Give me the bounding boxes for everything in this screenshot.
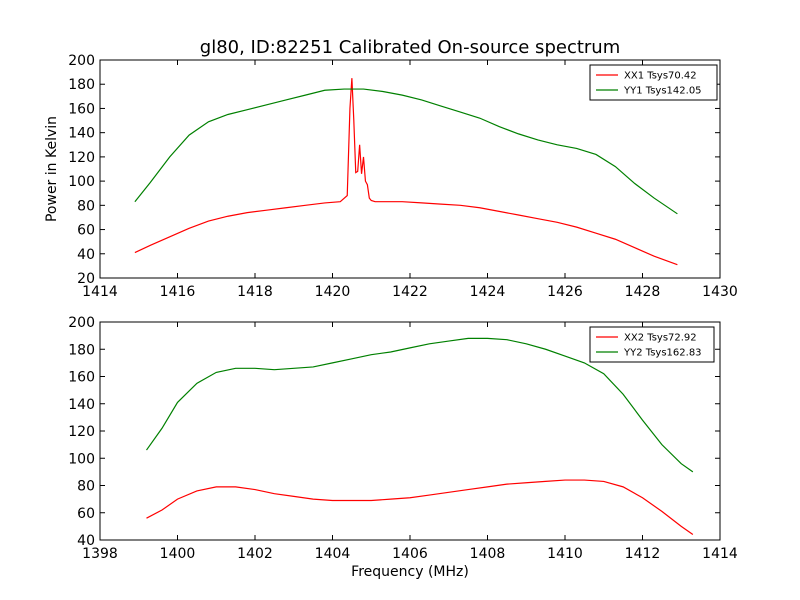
x-tick-label: 1420 [315, 284, 351, 300]
legend-entry: YY2 Tsys162.83 [623, 348, 702, 359]
x-tick-label: 1414 [82, 284, 118, 300]
series-line-red [146, 479, 694, 536]
y-tick-label: 120 [68, 424, 95, 440]
x-tick-label: 1410 [547, 546, 583, 562]
x-axis-label: Frequency (MHz) [351, 564, 469, 580]
x-tick-label: 1414 [702, 546, 738, 562]
y-tick-label: 60 [77, 506, 95, 522]
legend-entry: YY1 Tsys142.05 [623, 86, 702, 97]
y-tick-label: 40 [77, 533, 95, 549]
legend: XX2 Tsys72.92 YY2 Tsys162.83 [589, 326, 715, 363]
x-tick-label: 1404 [315, 546, 351, 562]
y-tick-label: 140 [68, 126, 95, 142]
x-tick-label: 1428 [625, 284, 661, 300]
x-tick-label: 1406 [392, 546, 428, 562]
x-tick-label: 1412 [625, 546, 661, 562]
y-tick-label: 80 [77, 198, 95, 214]
top-panel: 1414 1416 1418 1420 1422 1424 1426 1428 1430 20 40… [44, 53, 738, 300]
legend-entry: XX2 Tsys72.92 [624, 333, 697, 344]
y-tick-label: 100 [68, 174, 95, 190]
bottom-panel: 1398 1400 1402 1404 1406 1408 1410 1412 1414 40 60… [68, 315, 738, 580]
x-tick-label: 1398 [82, 546, 118, 562]
y-tick-label: 160 [68, 370, 95, 386]
legend-box [589, 326, 715, 363]
x-tick-label: 1416 [160, 284, 196, 300]
x-tick-label: 1418 [237, 284, 273, 300]
x-tick-label: 1426 [547, 284, 583, 300]
x-tick-label: 1422 [392, 284, 428, 300]
series-line-red [134, 78, 678, 266]
y-tick-label: 80 [77, 479, 95, 495]
legend-box [589, 64, 718, 101]
y-tick-label: 160 [68, 101, 95, 117]
y-tick-label: 120 [68, 150, 95, 166]
y-axis-label: Power in Kelvin [44, 116, 60, 222]
chart-title: gl80, ID:82251 Calibrated On-source spec… [200, 37, 620, 58]
x-tick-label: 1402 [237, 546, 273, 562]
series-line-green [134, 88, 678, 215]
y-tick-label: 140 [68, 397, 95, 413]
y-tick-label: 200 [68, 315, 95, 331]
y-tick-label: 180 [68, 342, 95, 358]
x-tick-label: 1408 [470, 546, 506, 562]
legend: XX1 Tsys70.42 YY1 Tsys142.05 [589, 64, 718, 101]
y-tick-label: 60 [77, 223, 95, 239]
y-tick-label: 20 [77, 271, 95, 287]
y-tick-label: 180 [68, 77, 95, 93]
x-tick-label: 1430 [702, 284, 738, 300]
y-tick-label: 40 [77, 247, 95, 263]
y-tick-label: 100 [68, 451, 95, 467]
y-tick-label: 200 [68, 53, 95, 69]
x-tick-label: 1400 [160, 546, 196, 562]
legend-entry: XX1 Tsys70.42 [624, 71, 697, 82]
series-line-green [146, 337, 694, 473]
x-tick-label: 1424 [470, 284, 506, 300]
